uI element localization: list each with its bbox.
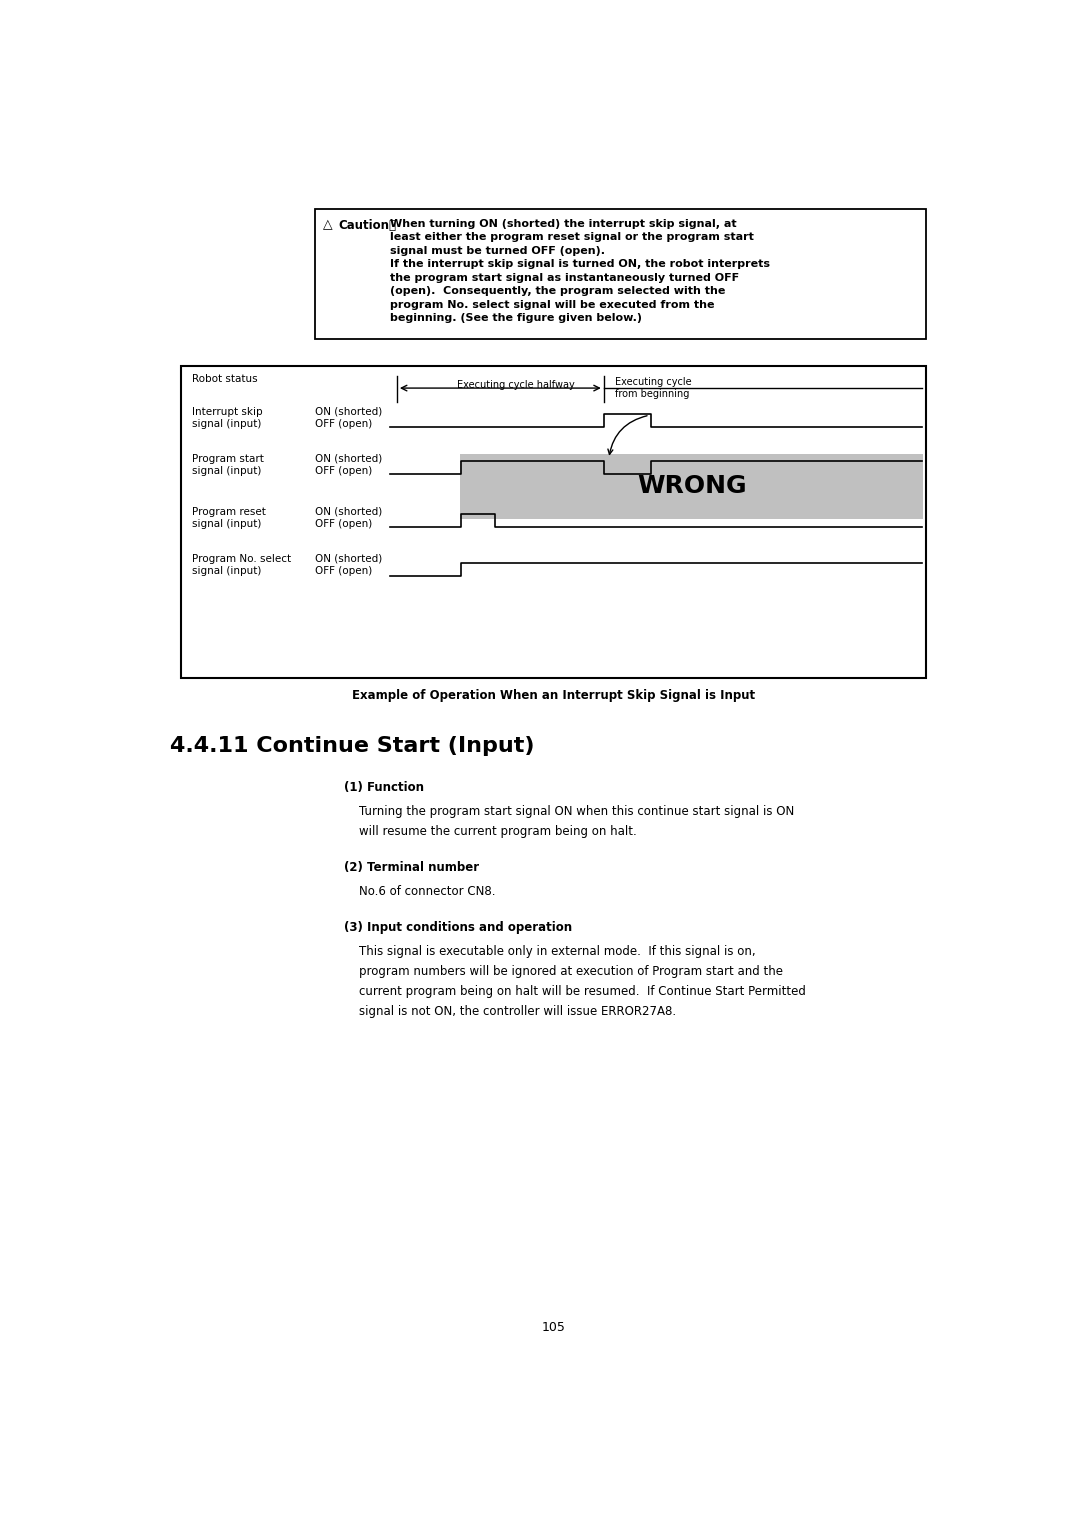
Text: Executing cycle halfway: Executing cycle halfway: [457, 380, 575, 390]
FancyArrowPatch shape: [608, 416, 647, 454]
Text: Program No. select
signal (input): Program No. select signal (input): [192, 555, 291, 576]
Text: signal must be turned OFF (open).: signal must be turned OFF (open).: [390, 246, 605, 255]
Bar: [460, 454, 923, 518]
Text: ON (shorted)
OFF (open): ON (shorted) OFF (open): [315, 454, 382, 475]
Text: program numbers will be ignored at execution of Program start and the: program numbers will be ignored at execu…: [360, 964, 783, 978]
Text: (2) Terminal number: (2) Terminal number: [345, 862, 480, 874]
Text: least either the program reset signal or the program start: least either the program reset signal or…: [390, 232, 754, 241]
Text: Program reset
signal (input): Program reset signal (input): [192, 507, 266, 529]
Text: Turning the program start signal ON when this continue start signal is ON: Turning the program start signal ON when…: [360, 805, 795, 817]
Text: Program start
signal (input): Program start signal (input): [192, 454, 264, 475]
Text: When turning ON (shorted) the interrupt skip signal, at: When turning ON (shorted) the interrupt …: [390, 219, 737, 229]
Text: (1) Function: (1) Function: [345, 781, 424, 795]
Text: signal is not ON, the controller will issue ERROR27A8.: signal is not ON, the controller will is…: [360, 1004, 676, 1018]
Text: (3) Input conditions and operation: (3) Input conditions and operation: [345, 921, 572, 934]
Text: WRONG: WRONG: [637, 474, 746, 498]
Text: 105: 105: [541, 1322, 566, 1334]
Text: This signal is executable only in external mode.  If this signal is on,: This signal is executable only in extern…: [360, 944, 756, 958]
Text: the program start signal as instantaneously turned OFF: the program start signal as instantaneou…: [390, 274, 740, 283]
Text: (open).  Consequently, the program selected with the: (open). Consequently, the program select…: [390, 286, 726, 296]
Text: No.6 of connector CN8.: No.6 of connector CN8.: [360, 885, 496, 897]
Text: ON (shorted)
OFF (open): ON (shorted) OFF (open): [315, 406, 382, 428]
Bar: [315, 209, 926, 339]
Text: If the interrupt skip signal is turned ON, the robot interprets: If the interrupt skip signal is turned O…: [390, 260, 770, 269]
Text: program No. select signal will be executed from the: program No. select signal will be execut…: [390, 299, 715, 310]
Text: ON (shorted)
OFF (open): ON (shorted) OFF (open): [315, 507, 382, 529]
Text: ON (shorted)
OFF (open): ON (shorted) OFF (open): [315, 555, 382, 576]
Text: will resume the current program being on halt.: will resume the current program being on…: [360, 825, 637, 837]
Text: current program being on halt will be resumed.  If Continue Start Permitted: current program being on halt will be re…: [360, 984, 806, 998]
Text: Example of Operation When an Interrupt Skip Signal is Input: Example of Operation When an Interrupt S…: [352, 689, 755, 703]
Text: 4.4.11 Continue Start (Input): 4.4.11 Continue Start (Input): [171, 736, 535, 756]
Text: Interrupt skip
signal (input): Interrupt skip signal (input): [192, 406, 262, 428]
Text: Robot status: Robot status: [192, 374, 257, 384]
Text: beginning. (See the figure given below.): beginning. (See the figure given below.): [390, 313, 643, 324]
Text: △: △: [323, 219, 333, 232]
Bar: [181, 365, 926, 677]
Text: Caution：: Caution：: [338, 219, 396, 232]
Text: Executing cycle
from beginning: Executing cycle from beginning: [615, 377, 691, 399]
